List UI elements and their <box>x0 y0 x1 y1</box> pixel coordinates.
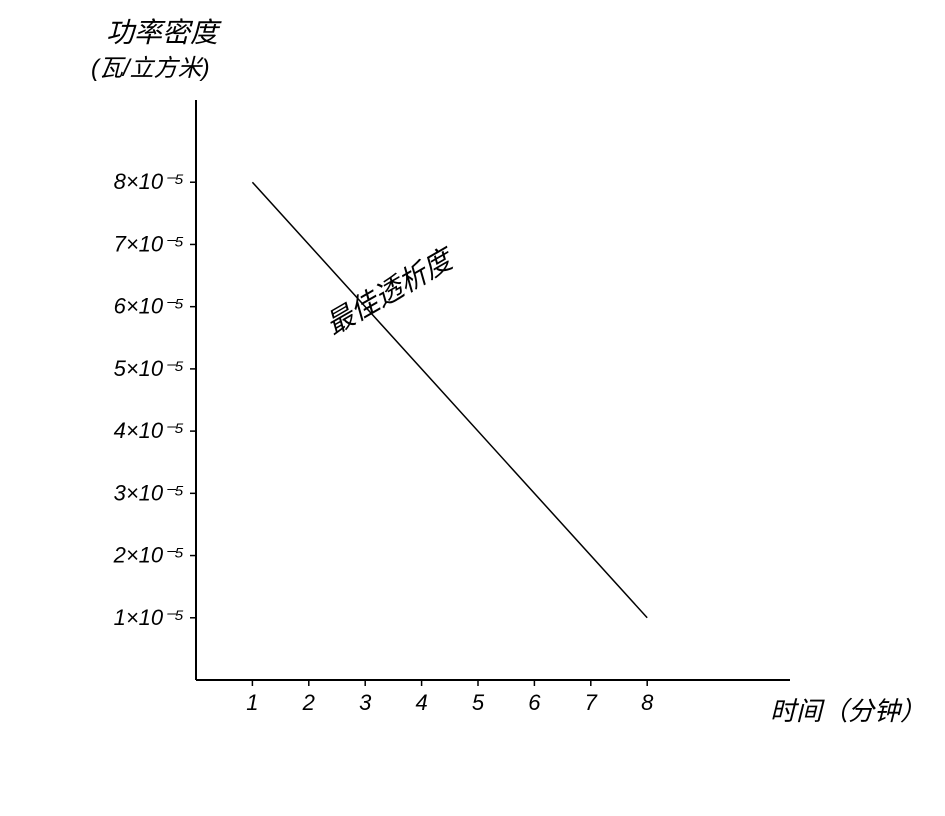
y-tick-label: 1×10⁻⁵ <box>114 605 184 630</box>
y-tick-label: 4×10⁻⁵ <box>114 418 184 443</box>
x-tick-label: 7 <box>585 690 598 715</box>
y-axis-title: 功率密度 <box>106 17 222 48</box>
line-chart: 1 2 3 4 5 6 7 8 1×10⁻⁵ 2×10⁻⁵ 3×10⁻⁵ 4×10⁻⁵ 5×10⁻⁵ 6×… <box>0 0 945 816</box>
y-tick-label: 5×10⁻⁵ <box>114 356 184 381</box>
chart-container: 1 2 3 4 5 6 7 8 1×10⁻⁵ 2×10⁻⁵ 3×10⁻⁵ 4×10⁻⁵ 5×10⁻⁵ 6×… <box>0 0 945 816</box>
x-axis-title: 时间（分钟） <box>770 696 926 726</box>
y-tick-label: 3×10⁻⁵ <box>114 480 184 505</box>
y-tick-label: 2×10⁻⁵ <box>113 543 184 568</box>
y-tick-label: 8×10⁻⁵ <box>114 169 184 194</box>
y-tick-label: 6×10⁻⁵ <box>114 294 184 319</box>
x-tick-label: 8 <box>641 690 654 715</box>
y-tick-label: 7×10⁻⁵ <box>114 231 184 256</box>
x-tick-label: 1 <box>246 690 258 715</box>
y-axis-title-unit: (瓦/立方米) <box>91 55 210 82</box>
line-label: 最佳透析度 <box>320 242 460 341</box>
x-tick-label: 6 <box>528 690 541 715</box>
x-tick-label: 3 <box>359 690 372 715</box>
x-tick-label: 4 <box>415 690 427 715</box>
data-line <box>252 182 647 618</box>
x-tick-label: 2 <box>302 690 315 715</box>
x-tick-label: 5 <box>472 690 485 715</box>
